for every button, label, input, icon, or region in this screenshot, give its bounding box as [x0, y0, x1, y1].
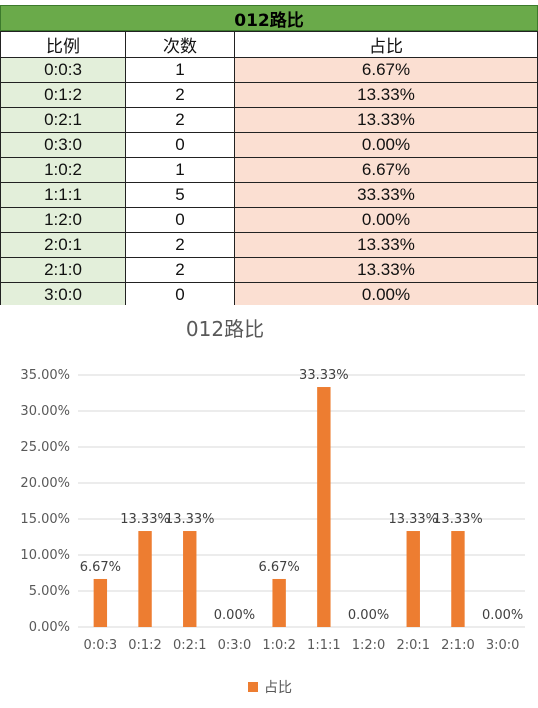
- y-tick-label: 15.00%: [20, 512, 70, 527]
- data-label: 13.33%: [120, 512, 170, 527]
- bar: [93, 578, 108, 627]
- data-table: 比例 次数 占比 0:0:3 1 6.67% 0:1:2 2 13.33% 0:2:1 2 13…: [0, 31, 538, 308]
- data-label: 0.00%: [348, 608, 389, 623]
- cell-ratio[interactable]: 1:1:1: [0, 182, 126, 208]
- data-label: 6.67%: [258, 560, 299, 575]
- bar-chart: 012路比 0.00% 5.00% 10.00% 15.00% 20.00% 25.00%…: [0, 305, 538, 708]
- legend-swatch: [248, 682, 258, 692]
- cell-count[interactable]: 0: [125, 132, 235, 158]
- cell-share[interactable]: 6.67%: [234, 57, 538, 83]
- cell-ratio[interactable]: 0:3:0: [0, 132, 126, 158]
- bar: [272, 578, 286, 627]
- data-label: 13.33%: [433, 512, 483, 527]
- table-title[interactable]: 012路比: [0, 5, 538, 31]
- y-tick-label: 0.00%: [29, 620, 70, 635]
- x-tick-label: 0:2:1: [173, 638, 207, 653]
- header-share[interactable]: 占比: [234, 31, 538, 58]
- cell-share[interactable]: 0.00%: [234, 282, 538, 308]
- bar: [317, 387, 331, 627]
- cell-share[interactable]: 13.33%: [234, 257, 538, 283]
- table-row: 3:0:0 0 0.00%: [0, 282, 538, 308]
- cell-count[interactable]: 1: [125, 157, 235, 183]
- chart-title: 012路比: [185, 317, 265, 341]
- bar: [406, 531, 420, 627]
- table-row: 1:2:0 0 0.00%: [0, 207, 538, 233]
- cell-count[interactable]: 0: [125, 282, 235, 308]
- x-tick-label: 1:1:1: [307, 638, 341, 653]
- cell-ratio[interactable]: 1:0:2: [0, 157, 126, 183]
- chart-legend: 占比: [248, 677, 292, 697]
- cell-ratio[interactable]: 3:0:0: [0, 282, 126, 308]
- table-row: 0:2:1 2 13.33%: [0, 107, 538, 133]
- table-row: 0:3:0 0 0.00%: [0, 132, 538, 158]
- chart-plot: 0.00% 5.00% 10.00% 15.00% 20.00% 25.00% 30.00%…: [20, 368, 525, 653]
- cell-ratio[interactable]: 0:0:3: [0, 57, 126, 83]
- cell-ratio[interactable]: 0:1:2: [0, 82, 126, 108]
- cell-share[interactable]: 13.33%: [234, 82, 538, 108]
- table-row: 1:0:2 1 6.67%: [0, 157, 538, 183]
- cell-ratio[interactable]: 2:0:1: [0, 232, 126, 258]
- table-row: 0:1:2 2 13.33%: [0, 82, 538, 108]
- cell-count[interactable]: 5: [125, 182, 235, 208]
- cell-ratio[interactable]: 1:2:0: [0, 207, 126, 233]
- data-label: 33.33%: [299, 368, 349, 383]
- y-tick-label: 35.00%: [20, 368, 70, 383]
- x-tick-label: 2:0:1: [396, 638, 430, 653]
- data-label: 0.00%: [482, 608, 523, 623]
- cell-count[interactable]: 2: [125, 232, 235, 258]
- x-tick-label: 3:0:0: [486, 638, 520, 653]
- cell-count[interactable]: 2: [125, 82, 235, 108]
- y-tick-label: 30.00%: [20, 404, 70, 419]
- x-tick-label: 0:3:0: [218, 638, 252, 653]
- cell-ratio[interactable]: 2:1:0: [0, 257, 126, 283]
- y-tick-label: 25.00%: [20, 440, 70, 455]
- header-row: 比例 次数 占比: [0, 31, 538, 58]
- x-tick-label: 2:1:0: [441, 638, 475, 653]
- cell-ratio[interactable]: 0:2:1: [0, 107, 126, 133]
- header-ratio[interactable]: 比例: [0, 31, 126, 58]
- y-tick-label: 5.00%: [29, 584, 70, 599]
- bar: [183, 531, 197, 627]
- bar: [451, 531, 465, 627]
- bar: [138, 531, 152, 627]
- x-tick-label: 0:1:2: [128, 638, 162, 653]
- data-label: 13.33%: [388, 512, 438, 527]
- table-row: 1:1:1 5 33.33%: [0, 182, 538, 208]
- cell-count[interactable]: 2: [125, 107, 235, 133]
- cell-share[interactable]: 13.33%: [234, 232, 538, 258]
- spreadsheet: 012路比 比例 次数 占比 0:0:3 1 6.67% 0:1:2 2 13.33% 0:…: [0, 0, 538, 308]
- cell-share[interactable]: 6.67%: [234, 157, 538, 183]
- cell-count[interactable]: 1: [125, 57, 235, 83]
- table-row: 2:1:0 2 13.33%: [0, 257, 538, 283]
- cell-share[interactable]: 13.33%: [234, 107, 538, 133]
- cell-count[interactable]: 2: [125, 257, 235, 283]
- y-tick-label: 20.00%: [20, 476, 70, 491]
- data-label: 13.33%: [165, 512, 215, 527]
- x-tick-label: 1:2:0: [352, 638, 386, 653]
- table-row: 2:0:1 2 13.33%: [0, 232, 538, 258]
- x-tick-label: 0:0:3: [84, 638, 118, 653]
- data-label: 0.00%: [214, 608, 255, 623]
- data-label: 6.67%: [80, 560, 121, 575]
- cell-share[interactable]: 33.33%: [234, 182, 538, 208]
- legend-label: 占比: [264, 680, 292, 696]
- cell-share[interactable]: 0.00%: [234, 132, 538, 158]
- header-count[interactable]: 次数: [125, 31, 235, 58]
- cell-count[interactable]: 0: [125, 207, 235, 233]
- y-tick-label: 10.00%: [20, 548, 70, 563]
- x-tick-label: 1:0:2: [262, 638, 296, 653]
- cell-share[interactable]: 0.00%: [234, 207, 538, 233]
- table-row: 0:0:3 1 6.67%: [0, 57, 538, 83]
